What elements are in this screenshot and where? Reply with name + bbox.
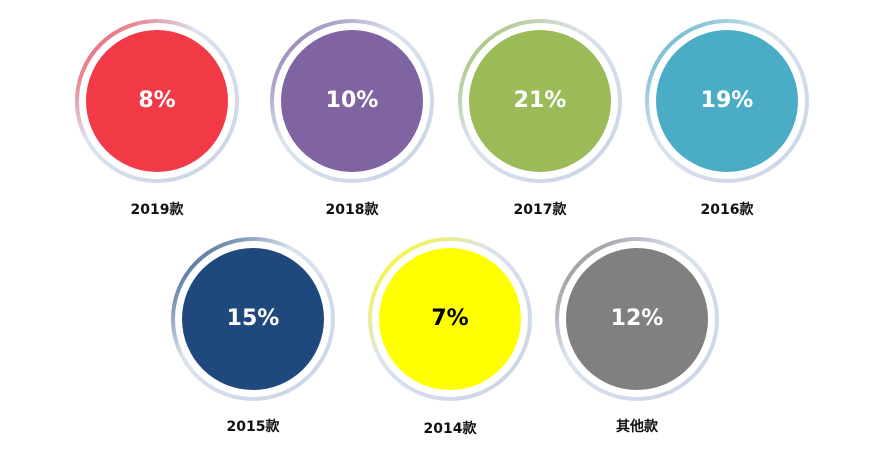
value-label: 10%: [326, 88, 379, 113]
category-label: 其他款: [616, 418, 659, 435]
value-label: 8%: [138, 88, 175, 113]
stat-circle: [656, 30, 798, 172]
category-label: 2017款: [514, 201, 568, 218]
value-label: 7%: [431, 306, 468, 331]
value-label: 19%: [701, 88, 754, 113]
category-label: 2018款: [326, 201, 380, 218]
value-label: 15%: [227, 306, 280, 331]
stat-circle: [469, 30, 611, 172]
value-label: 12%: [611, 306, 664, 331]
category-label: 2015款: [227, 418, 281, 435]
stat-circle: [182, 248, 324, 390]
category-label: 2014款: [424, 420, 478, 437]
category-label: 2016款: [701, 201, 755, 218]
category-label: 2019款: [131, 201, 185, 218]
value-label: 21%: [514, 88, 567, 113]
stat-circle: [86, 30, 228, 172]
stat-circle: [281, 30, 423, 172]
stat-circle: [379, 248, 521, 390]
stat-circle: [566, 248, 708, 390]
